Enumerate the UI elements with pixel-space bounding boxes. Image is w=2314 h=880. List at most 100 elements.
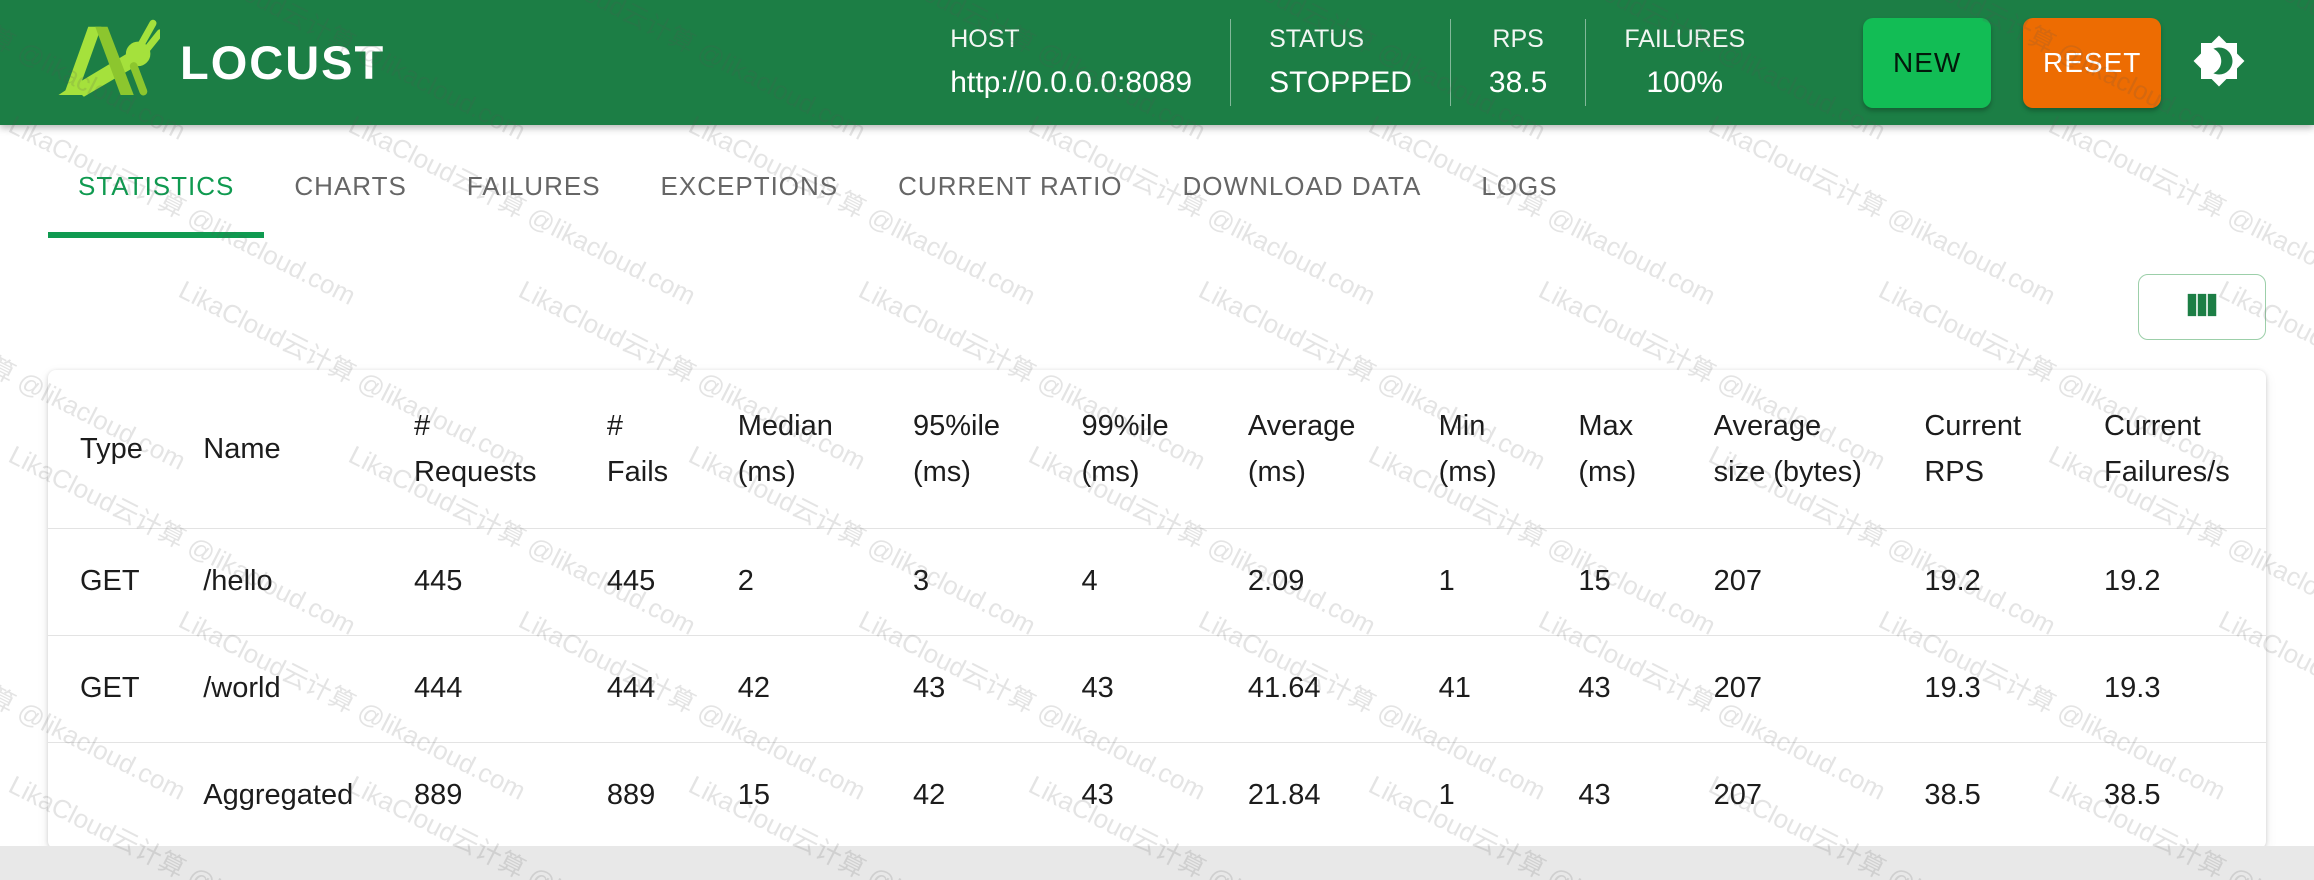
header-stat-status: STATUS STOPPED	[1231, 19, 1451, 106]
table-cell: 19.3	[2104, 672, 2161, 704]
column-label-line1: #	[413, 409, 431, 442]
stat-value: 100%	[1646, 66, 1724, 99]
tab-download-data[interactable]: DOWNLOAD DATA	[1182, 171, 1422, 201]
locust-app: LOCUST HOST http://0.0.0.0:8089 STATUS STOP…	[0, 0, 2314, 846]
header-stat-host: HOST http://0.0.0.0:8089	[950, 19, 1232, 106]
column-header-type[interactable]: Type	[48, 370, 203, 528]
column-label-line1: 95%ile	[912, 409, 1001, 442]
column-header--fails[interactable]: # Fails	[607, 370, 738, 528]
table-cell: 41	[1438, 672, 1471, 704]
table-cell: 15	[1578, 565, 1611, 597]
tab-logs[interactable]: LOGS	[1481, 171, 1558, 201]
tab-charts[interactable]: CHARTS	[294, 171, 407, 201]
statistics-table: Type Name # Requests # Fails Median (ms) 95%ile (…	[48, 370, 2266, 846]
table-cell: 43	[1578, 672, 1611, 704]
column-label-line1: #	[606, 409, 624, 442]
column-label-line2: Fails	[606, 455, 669, 488]
column-label-line1: Min	[1438, 409, 1486, 442]
app-header: LOCUST HOST http://0.0.0.0:8089 STATUS STOP…	[0, 0, 2314, 125]
column-label-line1: 99%ile	[1081, 409, 1169, 442]
tab-current-ratio[interactable]: CURRENT RATIO	[898, 171, 1123, 201]
column-label-line2: (ms)	[1438, 455, 1497, 488]
stat-value: STOPPED	[1269, 66, 1412, 99]
table-cell: 43	[1081, 672, 1114, 704]
column-selector-button[interactable]	[2138, 274, 2266, 340]
stat-label: FAILURES	[1624, 25, 1746, 53]
table-cell	[48, 742, 203, 846]
column-header-median-ms-[interactable]: Median (ms)	[738, 370, 913, 528]
table-cell: 42	[737, 672, 771, 704]
dark-mode-toggle-button[interactable]	[2184, 28, 2254, 98]
table-cell: GET	[80, 565, 140, 597]
tab-failures[interactable]: FAILURES	[466, 171, 601, 201]
table-cell: 38.5	[2104, 779, 2161, 812]
column-label-line2: Failures/s	[2104, 455, 2230, 488]
table-cell: 43	[1081, 779, 1114, 812]
view-columns-icon	[2183, 286, 2221, 329]
table-cell: 21.84	[1247, 779, 1321, 812]
stat-value: 38.5	[1488, 66, 1548, 99]
header-stat-rps: RPS 38.5	[1451, 19, 1587, 106]
column-label-line2: Requests	[413, 455, 537, 488]
column-header-current-failures-s[interactable]: Current Failures/s	[2104, 370, 2266, 528]
column-header-average-ms-[interactable]: Average (ms)	[1248, 370, 1439, 528]
column-label-line2: (ms)	[737, 455, 796, 488]
new-test-button[interactable]: NEW	[1863, 17, 1992, 108]
statistics-table-card: Type Name # Requests # Fails Median (ms) 95%ile (…	[48, 370, 2266, 846]
column-header-99-ile-ms-[interactable]: 99%ile (ms)	[1082, 370, 1248, 528]
stat-label: STATUS	[1269, 25, 1365, 53]
column-label-line1: Type	[80, 432, 143, 465]
table-cell: 43	[1578, 779, 1611, 812]
table-cell: 445	[606, 565, 656, 597]
reset-button[interactable]: RESET	[2023, 17, 2162, 108]
column-header-95-ile-ms-[interactable]: 95%ile (ms)	[913, 370, 1082, 528]
page-background-strip	[0, 846, 2314, 880]
brand: LOCUST	[55, 16, 385, 109]
header-buttons: NEW RESET	[1863, 17, 2162, 108]
table-cell: 1	[1438, 779, 1455, 812]
stat-value: http://0.0.0.0:8089	[950, 66, 1193, 99]
table-cell: 1	[1438, 565, 1455, 597]
column-header-current-rps[interactable]: Current RPS	[1924, 370, 2104, 528]
column-header-name[interactable]: Name	[203, 370, 414, 528]
column-header-average-size-bytes-[interactable]: Average size (bytes)	[1714, 370, 1925, 528]
stat-label: HOST	[950, 25, 1020, 53]
column-label-line2: (ms)	[912, 455, 971, 488]
column-header-min-ms-[interactable]: Min (ms)	[1439, 370, 1579, 528]
table-row: Aggregated 889 889 15 42 43 21.84 1 43 207 38.5 38.…	[48, 742, 2266, 846]
table-cell: 19.2	[2104, 565, 2161, 597]
column-label-line2: (ms)	[1247, 455, 1306, 488]
column-label-line1: Median	[737, 409, 833, 442]
column-label-line2: (ms)	[1081, 455, 1140, 488]
table-cell: 207	[1713, 565, 1763, 597]
tab-exceptions[interactable]: EXCEPTIONS	[660, 171, 839, 201]
header-stat-failures: FAILURES 100%	[1586, 19, 1783, 106]
column-label-line2: size (bytes)	[1713, 455, 1862, 488]
table-cell: /world	[203, 672, 281, 704]
column-header-max-ms-[interactable]: Max (ms)	[1578, 370, 1713, 528]
table-cell: 2.09	[1247, 565, 1305, 597]
table-toolbar	[0, 238, 2314, 370]
column-header--requests[interactable]: # Requests	[414, 370, 607, 528]
table-cell: 2	[737, 565, 754, 597]
table-cell: 444	[413, 672, 463, 704]
column-label-line2: RPS	[1924, 455, 1984, 488]
table-cell: /hello	[203, 565, 273, 597]
table-cell: 19.2	[1924, 565, 1981, 597]
tab-bar: STATISTICS CHARTS FAILURES EXCEPTIONS CURREN…	[0, 145, 2314, 238]
column-label-line1: Current	[2104, 409, 2201, 442]
table-cell: 19.3	[1924, 672, 1981, 704]
table-head: Type Name # Requests # Fails Median (ms) 95%ile (…	[48, 370, 2266, 528]
table-body: GET/hello 445 445 2 3 4 2.09 1 15 207 19.2 19.2 GET /…	[48, 528, 2266, 846]
header-stats: HOST http://0.0.0.0:8089 STATUS STOPPED RPS 3…	[950, 19, 1783, 106]
table-header-row: Type Name # Requests # Fails Median (ms) 95%ile (…	[48, 370, 2266, 528]
table-cell: 38.5	[1924, 779, 1981, 812]
table-row: GET/hello 445 445 2 3 4 2.09 1 15 207 19.2 19.2	[48, 528, 2266, 635]
tab-statistics[interactable]: STATISTICS	[48, 145, 265, 238]
table-cell: 42	[912, 779, 946, 812]
table-cell: 41.64	[1247, 672, 1321, 704]
table-cell: 889	[413, 779, 463, 812]
stat-label: RPS	[1492, 25, 1544, 53]
table-cell: Aggregated	[203, 779, 354, 812]
table-row: GET/world 444 444 42 43 43 41.64 41 43 207 19.3 19.…	[48, 635, 2266, 742]
